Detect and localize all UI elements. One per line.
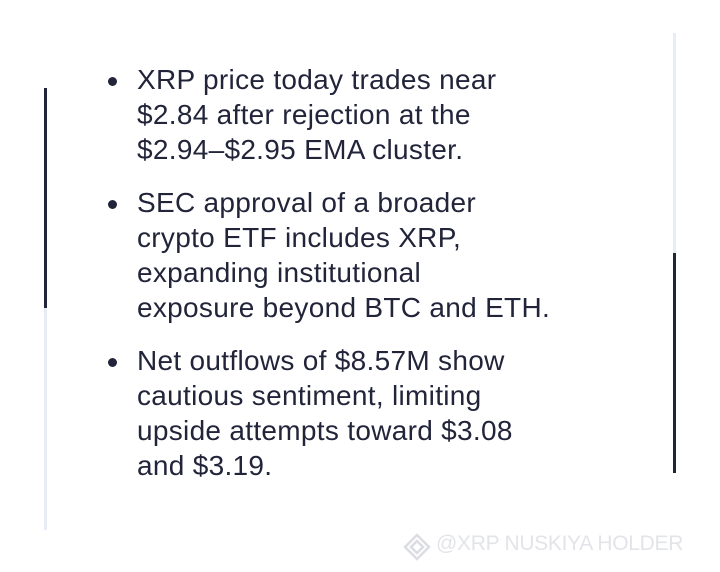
bullet-line: expanding institutional (137, 257, 421, 288)
watermark: @XRP NUSKIYA HOLDER (402, 530, 714, 561)
bullet-line: SEC approval of a broader (137, 187, 477, 218)
bullet-line: Net outflows of $8.57M show (137, 345, 505, 376)
bullet-dot (108, 358, 117, 367)
bullet-item: XRP price today trades near $2.84 after r… (108, 62, 550, 167)
watermark-text: @XRP NUSKIYA HOLDER (436, 532, 684, 555)
left-rule-light (44, 308, 47, 530)
bullet-line: and $3.19. (137, 450, 273, 481)
bullet-item: SEC approval of a broader crypto ETF incl… (108, 185, 550, 325)
bullet-line: $2.84 after rejection at the (137, 99, 471, 130)
bullet-line: cautious sentiment, limiting (137, 380, 482, 411)
left-rule-dark (44, 88, 47, 308)
right-rule-light (673, 33, 676, 253)
right-rule-dark (673, 253, 676, 473)
bullet-line: upside attempts toward $3.08 (137, 415, 513, 446)
bullet-line: exposure beyond BTC and ETH. (137, 292, 551, 323)
watermark-icon (403, 533, 431, 561)
bullet-line: crypto ETF includes XRP, (137, 222, 462, 253)
bullet-dot (108, 200, 117, 209)
bullet-line: XRP price today trades near (137, 64, 497, 95)
bullet-line: $2.94–$2.95 EMA cluster. (137, 134, 464, 165)
bullet-dot (108, 77, 117, 86)
bullet-list: XRP price today trades near $2.84 after r… (108, 62, 550, 501)
bullet-item: Net outflows of $8.57M show cautious sent… (108, 343, 550, 483)
